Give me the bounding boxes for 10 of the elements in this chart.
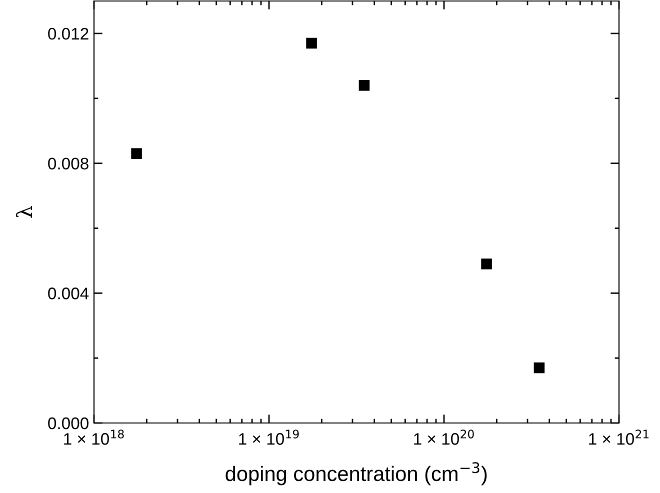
x-tick-label: 1 × 10$^{19}$ xyxy=(239,430,299,445)
y-tick-label: 0.012 xyxy=(48,28,88,40)
x-tick-label: 1 × 10$^{21}$ xyxy=(589,430,649,445)
y-tick-label: 0.008 xyxy=(48,158,88,170)
x-tick-label: 1 × 10$^{20}$ xyxy=(414,430,474,445)
x-tick-label: 1 × 10$^{18}$ xyxy=(64,430,124,445)
y-axis-title: λ xyxy=(16,206,32,218)
y-tick-label: 0.000 xyxy=(48,417,88,430)
y-tick-label: 0.004 xyxy=(48,288,89,300)
x-axis-title: doping concentration (cm$^{−3}$) xyxy=(226,462,487,486)
